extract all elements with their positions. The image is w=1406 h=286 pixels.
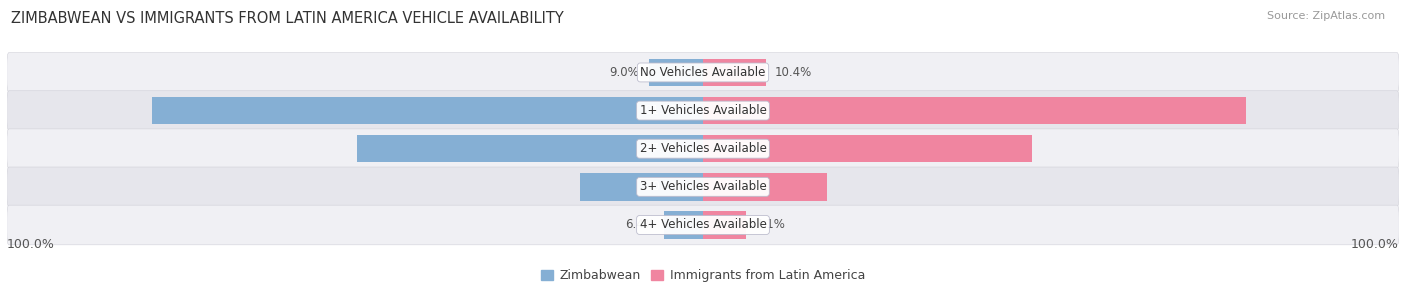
Bar	[703, 173, 827, 200]
Bar	[703, 135, 1032, 162]
Text: 54.3%: 54.3%	[724, 142, 761, 155]
Bar	[703, 97, 1247, 124]
Bar	[581, 173, 703, 200]
FancyBboxPatch shape	[7, 91, 1399, 130]
Text: 100.0%: 100.0%	[7, 238, 55, 251]
Text: 6.4%: 6.4%	[626, 219, 655, 231]
Text: 20.5%: 20.5%	[724, 180, 761, 193]
Text: 57.2%: 57.2%	[644, 142, 682, 155]
Legend: Zimbabwean, Immigrants from Latin America: Zimbabwean, Immigrants from Latin Americ…	[541, 269, 865, 283]
Text: Source: ZipAtlas.com: Source: ZipAtlas.com	[1267, 11, 1385, 21]
Text: 91.0%: 91.0%	[644, 104, 682, 117]
Bar	[648, 59, 703, 86]
Text: 10.4%: 10.4%	[775, 66, 813, 79]
FancyBboxPatch shape	[7, 53, 1399, 92]
Bar	[152, 97, 703, 124]
Text: 20.3%: 20.3%	[645, 180, 682, 193]
Bar	[664, 211, 703, 239]
Text: ZIMBABWEAN VS IMMIGRANTS FROM LATIN AMERICA VEHICLE AVAILABILITY: ZIMBABWEAN VS IMMIGRANTS FROM LATIN AMER…	[11, 11, 564, 26]
Bar	[357, 135, 703, 162]
Bar	[703, 211, 747, 239]
Text: 1+ Vehicles Available: 1+ Vehicles Available	[640, 104, 766, 117]
FancyBboxPatch shape	[7, 205, 1399, 245]
Text: 100.0%: 100.0%	[1351, 238, 1399, 251]
Text: 3+ Vehicles Available: 3+ Vehicles Available	[640, 180, 766, 193]
Text: No Vehicles Available: No Vehicles Available	[640, 66, 766, 79]
Text: 7.1%: 7.1%	[755, 219, 785, 231]
Text: 89.8%: 89.8%	[724, 104, 761, 117]
FancyBboxPatch shape	[7, 167, 1399, 207]
Text: 2+ Vehicles Available: 2+ Vehicles Available	[640, 142, 766, 155]
FancyBboxPatch shape	[7, 129, 1399, 168]
Bar	[703, 59, 766, 86]
Text: 9.0%: 9.0%	[610, 66, 640, 79]
Text: 4+ Vehicles Available: 4+ Vehicles Available	[640, 219, 766, 231]
